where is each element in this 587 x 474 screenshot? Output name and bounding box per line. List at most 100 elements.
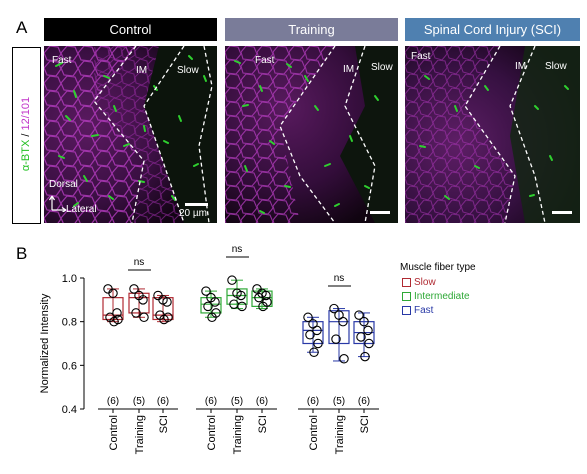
n-label-fast-control: (6) (307, 396, 319, 407)
data-point-fast-control (309, 347, 319, 357)
n-label-slow-control: (6) (107, 396, 119, 407)
data-point-intermediate-control (207, 312, 217, 323)
data-point-slow-training (139, 312, 149, 323)
micro2-slow-label: Slow (371, 62, 393, 73)
data-point-slow-control (108, 288, 118, 299)
data-point-intermediate-control (203, 301, 213, 312)
data-point-intermediate-training (236, 290, 246, 301)
micro1-im-label: IM (136, 65, 148, 76)
data-point-intermediate-control (201, 286, 211, 296)
box-fast-control (302, 321, 324, 345)
legend-label-slow: Slow (414, 277, 436, 288)
legend-item-fast: Fast (400, 304, 476, 318)
micro3-im-label: IM (515, 61, 527, 72)
data-point-fast-training (329, 303, 339, 314)
data-point-intermediate-sci (261, 290, 271, 301)
legend-swatch-intermediate (402, 292, 411, 301)
legend-title: Muscle fiber type (400, 262, 476, 273)
micro3-slow-label: Slow (545, 61, 567, 72)
n-label-fast-sci: (6) (358, 396, 370, 407)
orientation-arrows-icon (49, 195, 67, 212)
micro1-slow-label: Slow (177, 65, 199, 76)
significance-label-fast: ns (334, 273, 345, 284)
data-point-fast-sci (354, 310, 364, 320)
data-point-slow-training (131, 308, 141, 318)
legend-swatch-slow (402, 278, 411, 287)
micro2-fast-label: Fast (255, 55, 275, 66)
data-point-fast-sci (356, 332, 366, 342)
micro1-scale-label: 20 µm (179, 208, 207, 219)
panel-b-letter: B (16, 244, 28, 263)
data-point-slow-control (109, 316, 119, 327)
n-label-intermediate-sci: (6) (256, 396, 268, 407)
n-label-intermediate-control: (6) (205, 396, 217, 407)
data-point-slow-training (129, 284, 139, 294)
data-point-intermediate-control (210, 297, 220, 307)
micro1-lateral-label: Lateral (66, 204, 97, 215)
scale-bar-3 (552, 211, 572, 214)
data-point-slow-sci (162, 297, 172, 307)
box-slow-training (128, 292, 150, 314)
y-tick-label: 0.6 (62, 360, 77, 372)
data-point-fast-training (339, 354, 349, 364)
y-tick-label: 1.0 (62, 273, 77, 285)
scale-bar-2 (370, 211, 390, 214)
micrograph-sci-image (405, 46, 580, 223)
micrograph-control-image (44, 46, 217, 223)
data-point-fast-sci (364, 338, 374, 349)
data-point-fast-control (312, 325, 322, 336)
micro2-im-label: IM (343, 64, 355, 75)
x-tick-label-slow-training: Training (134, 415, 146, 454)
data-point-intermediate-training (237, 301, 247, 312)
n-label-fast-training: (5) (333, 396, 345, 407)
header-control: Control (44, 18, 217, 41)
data-point-slow-control (112, 308, 122, 318)
box-slow-sci (152, 297, 174, 321)
x-tick-label-slow-control: Control (108, 415, 120, 450)
data-point-intermediate-training (227, 275, 237, 285)
y-axis-label: Normalized Intensity (39, 293, 51, 393)
data-point-fast-sci (363, 325, 373, 336)
data-point-fast-control (303, 312, 313, 323)
data-point-fast-control (305, 330, 315, 340)
significance-label-slow: ns (134, 257, 145, 268)
legend-label-intermediate: Intermediate (414, 291, 470, 302)
legend-swatch-fast (402, 306, 411, 315)
n-label-intermediate-training: (5) (231, 396, 243, 407)
box-intermediate-sci (251, 290, 273, 307)
significance-label-intermediate: ns (232, 244, 243, 255)
x-tick-label-fast-training: Training (334, 415, 346, 454)
data-point-intermediate-sci (258, 301, 268, 312)
data-point-fast-training (331, 334, 341, 344)
data-point-slow-training (138, 295, 148, 305)
data-point-fast-training (338, 316, 348, 327)
data-point-slow-sci (159, 314, 169, 325)
y-label-box (12, 47, 41, 224)
micrograph-control: Fast IM Slow Dorsal Lateral 20 µm (44, 46, 217, 223)
micrograph-training: Fast IM Slow (225, 46, 398, 223)
micrograph-training-image (225, 46, 398, 223)
header-sci: Spinal Cord Injury (SCI) (405, 18, 580, 41)
x-tick-label-intermediate-control: Control (206, 415, 218, 450)
scale-bar-1 (185, 203, 208, 206)
data-point-intermediate-sci (254, 292, 264, 303)
x-tick-label-intermediate-training: Training (232, 415, 244, 454)
y-tick-label: 0.4 (62, 404, 77, 416)
x-tick-label-slow-sci: SCI (158, 415, 170, 433)
micro3-fast-label: Fast (411, 51, 431, 62)
data-point-fast-control (313, 338, 323, 349)
data-point-fast-sci (360, 351, 370, 362)
data-point-fast-sci (359, 316, 369, 327)
panel-a-letter: A (16, 18, 28, 37)
micro1-fast-label: Fast (52, 55, 72, 66)
legend: Muscle fiber type Slow Intermediate Fast (400, 262, 476, 318)
header-training: Training (225, 18, 398, 41)
legend-label-fast: Fast (414, 305, 434, 316)
n-label-slow-sci: (6) (157, 396, 169, 407)
n-label-slow-training: (5) (133, 396, 145, 407)
x-tick-label-fast-control: Control (308, 415, 320, 450)
legend-item-intermediate: Intermediate (400, 290, 476, 304)
x-tick-label-intermediate-sci: SCI (257, 415, 269, 433)
micrograph-sci: Fast IM Slow (405, 46, 580, 223)
